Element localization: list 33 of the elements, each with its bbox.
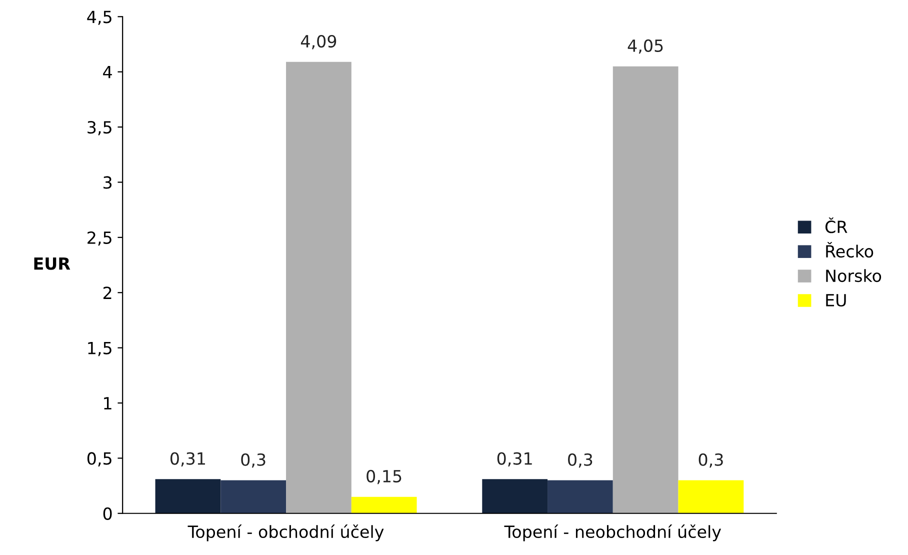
y-axis-title: EUR [34,257,70,270]
legend-label: EU [826,294,846,307]
bar [220,480,286,514]
bar [286,62,352,514]
legend-label: Norsko [826,269,882,282]
x-tick-label: Topení - neobchodní účely [504,524,722,542]
y-tick-label: 0,5 [87,452,112,466]
y-tick-label: 3 [104,176,112,189]
data-label: 0,3 [698,453,723,468]
data-label: 4,09 [300,34,336,50]
data-label: 0,15 [366,470,402,484]
bar [678,480,744,514]
data-label: 0,31 [497,452,532,467]
y-tick-label: 1,5 [88,342,112,356]
y-tick-label: 1 [104,397,112,410]
y-tick-label: 4,5 [87,10,112,25]
bar [612,66,678,514]
legend-label: ČR [825,217,848,234]
bar [351,496,417,514]
y-tick-label: 0 [103,507,112,520]
legend-label: Řecko [826,242,874,258]
data-label: 0,3 [568,453,592,468]
data-label: 0,3 [241,453,266,468]
bar [155,479,221,514]
y-tick-label: 4 [103,66,112,78]
bar [548,480,613,514]
x-tick-label: Topení - obchodní účely [188,524,384,542]
bar [482,479,548,514]
data-label: 4,05 [628,39,663,54]
y-tick-label: 3,5 [88,120,112,136]
data-label: 0,31 [170,452,205,467]
y-tick-label: 2,5 [88,231,112,246]
y-tick-label: 2 [103,286,112,299]
